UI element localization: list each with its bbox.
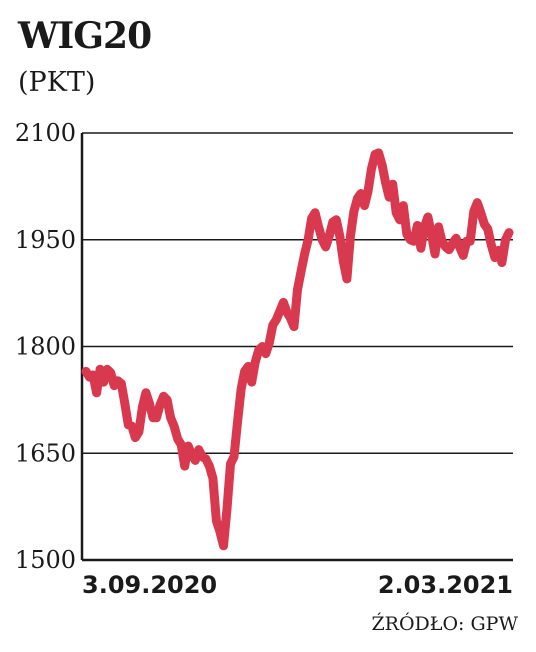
x-tick-label-end: 2.03.2021 bbox=[378, 571, 513, 599]
source-note: ŹRÓDŁO: GPW bbox=[371, 613, 518, 635]
y-tick-label: 1800 bbox=[15, 333, 76, 361]
x-axis-ticks: 3.09.2020 2.03.2021 bbox=[82, 571, 513, 599]
grid-lines bbox=[82, 132, 513, 562]
series-line-wig20 bbox=[81, 148, 514, 551]
y-tick-label: 1500 bbox=[15, 546, 76, 574]
y-tick-label: 1950 bbox=[15, 226, 76, 254]
x-tick-label-start: 3.09.2020 bbox=[82, 571, 217, 599]
y-axis-ticks: 1500 1650 1800 1950 2100 bbox=[15, 119, 76, 574]
chart-unit-label: (PKT) bbox=[18, 67, 96, 98]
y-tick-label: 2100 bbox=[15, 119, 76, 147]
y-tick-label: 1650 bbox=[15, 439, 76, 467]
chart-title: WIG20 bbox=[18, 15, 152, 57]
